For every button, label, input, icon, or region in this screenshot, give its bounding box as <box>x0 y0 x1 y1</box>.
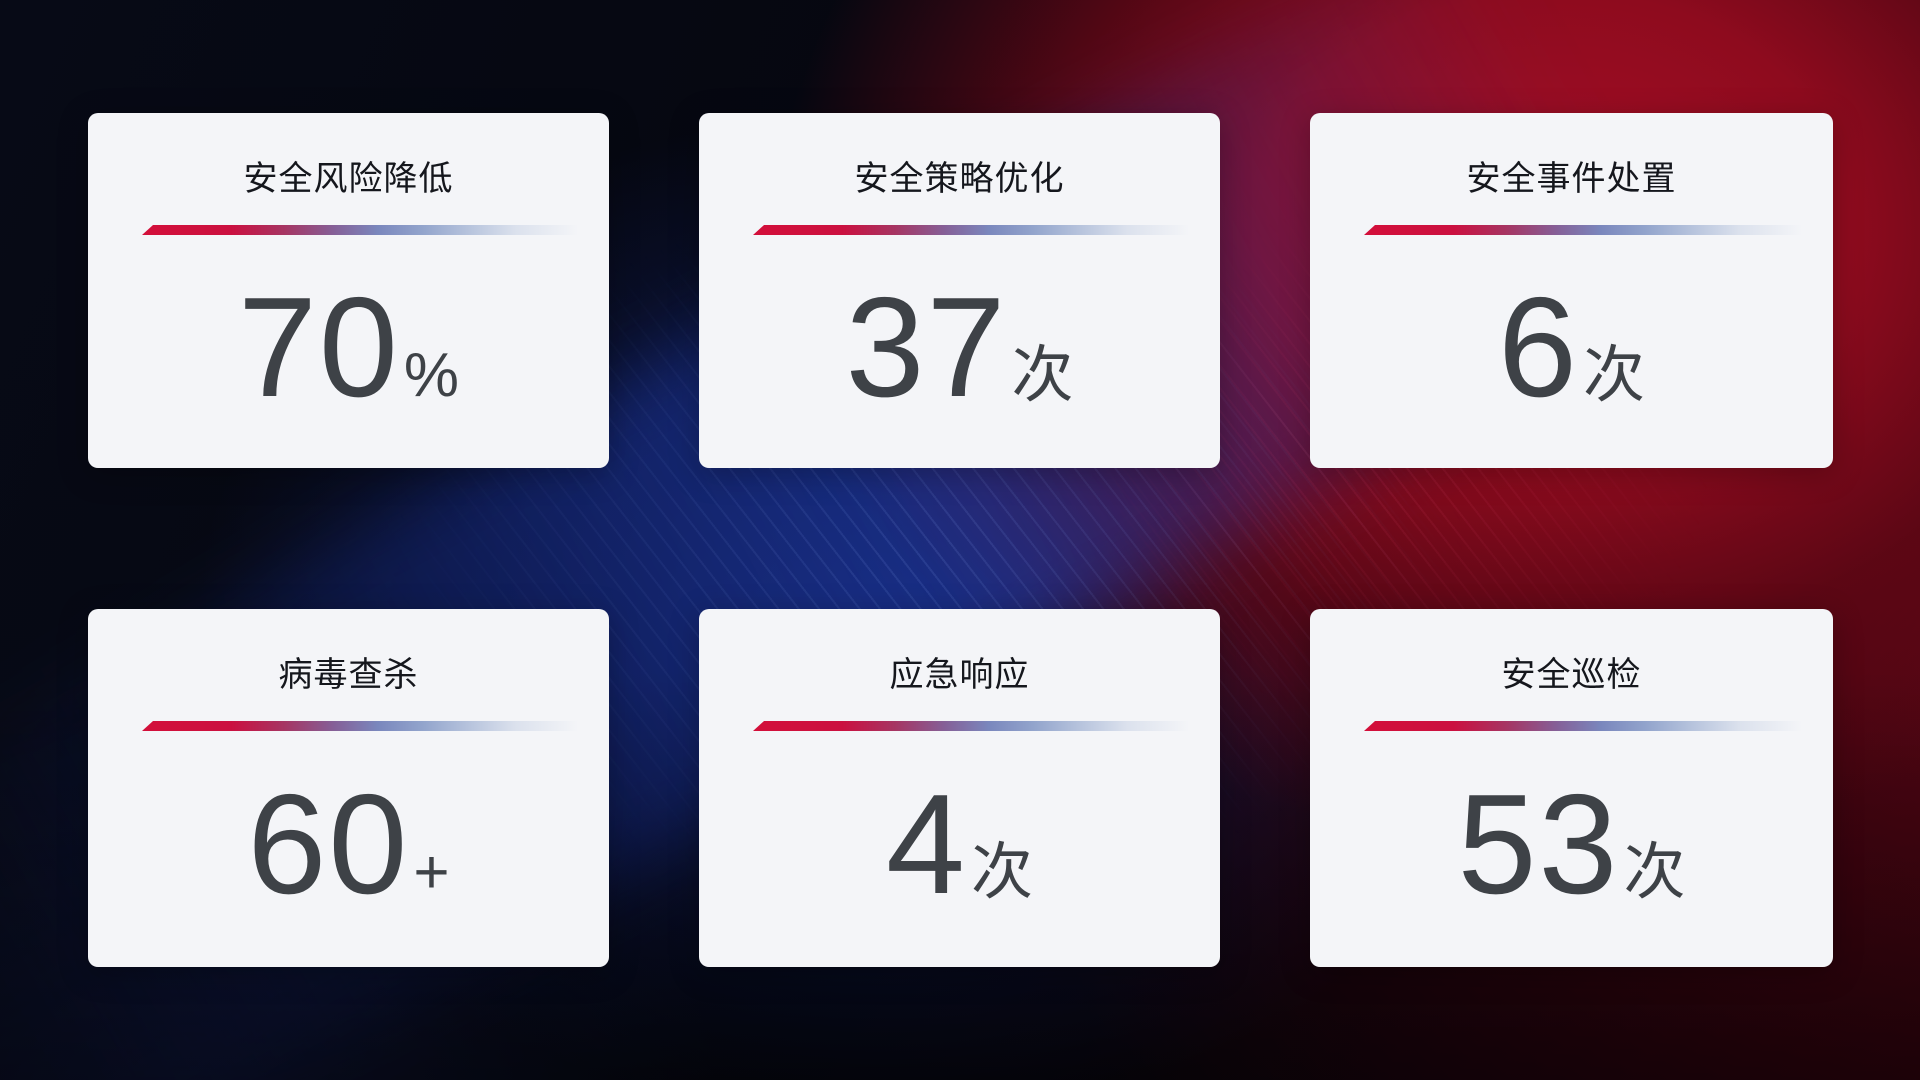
value-group: 4 次 <box>886 774 1033 916</box>
value-number: 4 <box>886 765 967 924</box>
value-number: 70 <box>237 267 400 427</box>
value-unit: 次 <box>1011 340 1074 410</box>
card-title: 安全事件处置 <box>1466 160 1677 198</box>
card-title: 安全策略优化 <box>854 160 1065 198</box>
gradient-divider <box>1364 225 1811 235</box>
value-unit: % <box>403 340 460 410</box>
value-number: 60 <box>247 765 410 924</box>
gradient-divider <box>142 225 587 235</box>
card-value: 70 % <box>88 235 609 468</box>
value-unit: + <box>413 838 450 907</box>
value-unit: 次 <box>970 838 1033 907</box>
stat-card-virus-scan: 病毒查杀 60 + <box>88 609 609 967</box>
card-value: 60 + <box>88 731 609 967</box>
card-title: 病毒查杀 <box>278 656 419 694</box>
stat-card-security-inspection: 安全巡检 53 次 <box>1310 609 1833 967</box>
value-number: 53 <box>1457 765 1620 924</box>
value-group: 37 次 <box>845 267 1074 427</box>
card-title: 安全风险降低 <box>243 160 454 198</box>
value-group: 70 % <box>237 267 460 427</box>
value-group: 53 次 <box>1458 774 1686 916</box>
card-title: 应急响应 <box>889 656 1030 694</box>
gradient-divider <box>1364 721 1811 731</box>
gradient-divider <box>753 721 1198 731</box>
card-value: 53 次 <box>1310 731 1833 967</box>
value-group: 6 次 <box>1498 267 1645 427</box>
stat-card-emergency-response: 应急响应 4 次 <box>699 609 1220 967</box>
gradient-divider <box>142 721 587 731</box>
stat-card-incident-handling: 安全事件处置 6 次 <box>1310 113 1833 468</box>
value-unit: 次 <box>1623 838 1686 907</box>
gradient-divider <box>753 225 1198 235</box>
card-title: 安全巡检 <box>1501 656 1642 694</box>
value-number: 6 <box>1498 267 1579 427</box>
value-unit: 次 <box>1582 340 1645 410</box>
stat-card-policy-optimization: 安全策略优化 37 次 <box>699 113 1220 468</box>
card-value: 37 次 <box>699 235 1220 468</box>
card-value: 4 次 <box>699 731 1220 967</box>
stat-card-grid: 安全风险降低 70 % 安全策略优化 37 次 安全事件处置 <box>88 113 1833 967</box>
value-group: 60 + <box>247 774 449 916</box>
stat-card-risk-reduction: 安全风险降低 70 % <box>88 113 609 468</box>
card-value: 6 次 <box>1310 235 1833 468</box>
value-number: 37 <box>845 267 1008 427</box>
